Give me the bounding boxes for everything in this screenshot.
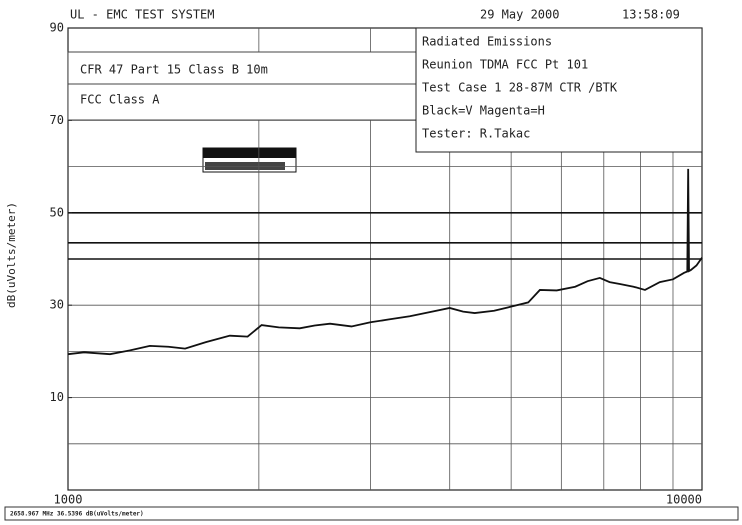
popup-field — [205, 162, 285, 170]
x-tick-label: 1000 — [54, 493, 83, 507]
y-tick-label: 10 — [50, 390, 64, 404]
info-line: Tester: R.Takac — [422, 127, 530, 141]
info-line: Black=V Magenta=H — [422, 104, 545, 118]
y-axis-label: dB(uVolts/meter) — [5, 202, 18, 308]
header-date: 29 May 2000 — [480, 8, 559, 22]
info-line: Test Case 1 28-87M CTR /BTK — [422, 81, 618, 95]
trace — [67, 168, 703, 356]
info-box — [415, 27, 703, 153]
limit-box — [67, 51, 417, 121]
popup — [202, 147, 297, 173]
header-time: 13:58:09 — [622, 8, 680, 22]
y-tick-label: 90 — [50, 21, 64, 35]
y-tick-label: 30 — [50, 298, 64, 312]
limit-label: CFR 47 Part 15 Class B 10m — [80, 63, 268, 77]
info-line: Reunion TDMA FCC Pt 101 — [422, 58, 588, 72]
y-tick-label: 50 — [50, 205, 64, 219]
limit-label: FCC Class A — [80, 93, 160, 107]
popup-titlebar — [203, 148, 296, 158]
status-bar — [4, 506, 739, 521]
y-tick-label: 70 — [50, 113, 64, 127]
header-left: UL - EMC TEST SYSTEM — [70, 8, 215, 22]
x-tick-label: 10000 — [666, 493, 702, 507]
status-text: 2658.967 MHz 36.5396 dB(uVolts/meter) — [10, 511, 144, 518]
info-line: Radiated Emissions — [422, 35, 552, 49]
